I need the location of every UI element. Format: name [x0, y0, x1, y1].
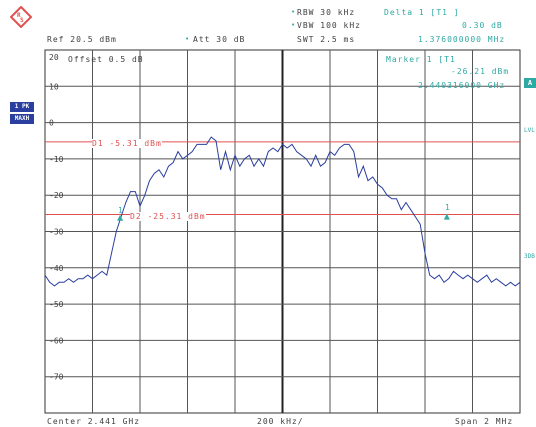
- y-tick-label: -60: [49, 336, 64, 345]
- marker-1-label: 1: [118, 206, 124, 215]
- y-tick-label: -50: [49, 300, 64, 309]
- span-label: Span 2 MHz: [455, 417, 514, 426]
- spectrum-trace: [44, 136, 521, 287]
- vbw-bullet: •: [291, 21, 297, 29]
- ref-level-label: Ref 20.5 dBm: [47, 35, 117, 44]
- y-tick-labels: 20 10 0 -10 -20 -30 -40 -50 -60 -70: [49, 53, 64, 382]
- y-tick-label: -10: [49, 155, 64, 164]
- swt-label: SWT 2.5 ms: [297, 35, 356, 44]
- marker-title: Marker 1 [T1: [386, 55, 456, 64]
- att-bullet: •: [185, 35, 191, 43]
- delta-marker-frequency: 1.376000000 MHz: [418, 35, 506, 44]
- trace-detector-label: 1 PK: [10, 102, 34, 112]
- graticule: [44, 49, 521, 414]
- center-frequency-label: Center 2.441 GHz: [47, 417, 141, 426]
- svg-text:R: R: [17, 12, 21, 19]
- display-line-d1-label: D1 -5.31 dBm: [92, 139, 162, 148]
- y-tick-label: 20: [49, 53, 59, 62]
- display-line-d2-label: D2 -25.31 dBm: [130, 212, 206, 221]
- y-tick-label: -70: [49, 373, 64, 382]
- attenuation-label: Att 30 dB: [193, 35, 246, 44]
- trace-mode-label: MAXH: [10, 114, 34, 124]
- right-3db-indicator: 3DB: [524, 253, 535, 260]
- marker-frequency: 2.440316000 GHz: [418, 81, 506, 90]
- offset-label: Offset 0.5 dB: [68, 55, 144, 64]
- right-lvl-indicator: LVL: [524, 127, 535, 134]
- rbw-label: RBW 30 kHz: [297, 8, 356, 17]
- right-a-indicator: A: [524, 78, 536, 88]
- markers: [117, 213, 450, 221]
- vbw-label: VBW 100 kHz: [297, 21, 361, 30]
- delta-marker-label: 1: [445, 203, 451, 212]
- svg-text:S: S: [20, 17, 24, 24]
- y-tick-label: -20: [49, 191, 64, 200]
- delta-marker-title: Delta 1 [T1 ]: [384, 8, 460, 17]
- y-tick-label: 10: [49, 82, 59, 91]
- y-tick-label: 0: [49, 119, 54, 128]
- marker-value: -26.21 dBm: [451, 67, 510, 76]
- y-tick-label: -30: [49, 228, 64, 237]
- marker-triangle: [443, 213, 450, 220]
- y-tick-label: -40: [49, 264, 64, 273]
- delta-marker-value: 0.30 dB: [462, 21, 503, 30]
- marker-triangle: [117, 214, 124, 221]
- span-per-div-label: 200 kHz/: [257, 417, 304, 426]
- brand-logo: R S: [10, 6, 32, 28]
- rbw-bullet: •: [291, 8, 297, 16]
